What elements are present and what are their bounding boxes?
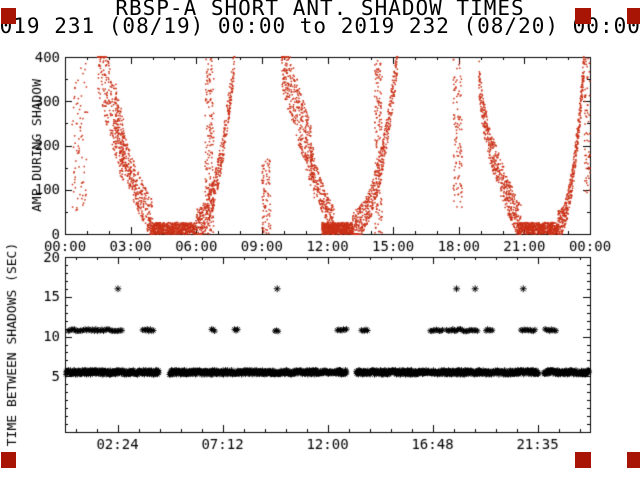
corner-mark xyxy=(627,8,640,24)
corner-mark xyxy=(627,452,640,468)
corner-mark xyxy=(575,452,591,468)
corner-mark xyxy=(1,452,16,468)
chart-subtitle: 2019 231 (08/19) 00:00 to 2019 232 (08/2… xyxy=(0,14,640,38)
chart-title: RBSP-A SHORT ANT. SHADOW TIMES xyxy=(115,0,525,20)
corner-mark xyxy=(575,8,591,24)
corner-mark xyxy=(1,8,16,24)
